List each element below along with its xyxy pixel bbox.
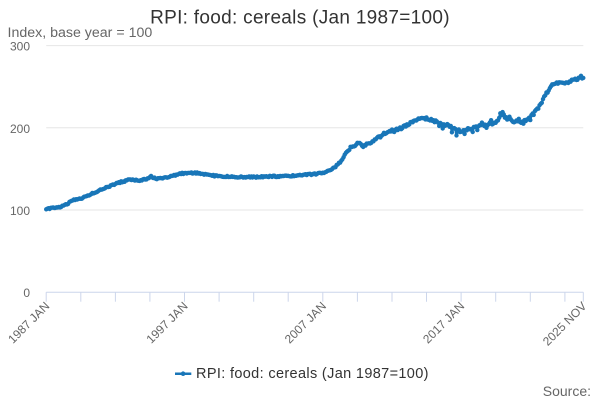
svg-text:RPI: food: cereals (Jan 1987=1: RPI: food: cereals (Jan 1987=100) [196, 366, 429, 382]
svg-text:300: 300 [10, 40, 30, 54]
svg-text:RPI: food: cereals (Jan 1987=1: RPI: food: cereals (Jan 1987=100) [150, 8, 450, 29]
svg-text:Index, base year = 100: Index, base year = 100 [8, 25, 153, 41]
svg-text:Source:: Source: [543, 383, 591, 399]
svg-text:100: 100 [10, 204, 30, 218]
svg-text:0: 0 [23, 286, 30, 300]
svg-text:200: 200 [10, 122, 30, 136]
